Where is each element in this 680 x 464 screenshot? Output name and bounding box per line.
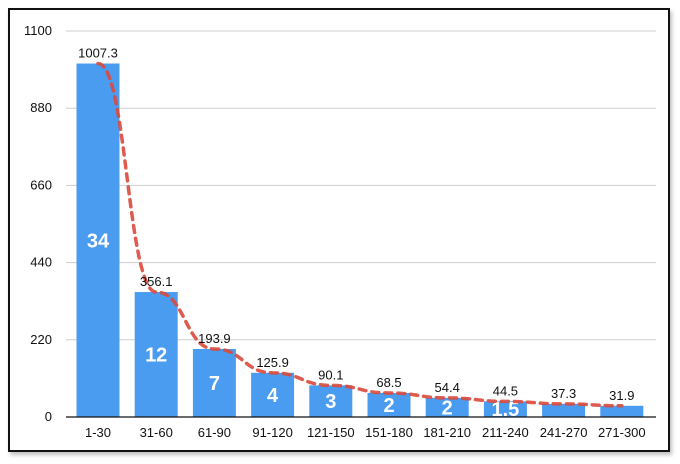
bar-count-label: 7 bbox=[209, 373, 220, 395]
x-tick-label: 91-120 bbox=[252, 425, 292, 440]
bar-value-label: 90.1 bbox=[318, 367, 343, 382]
bar bbox=[542, 403, 586, 417]
bar-count-label: 12 bbox=[145, 345, 167, 367]
x-tick-label: 61-90 bbox=[198, 425, 231, 440]
bar bbox=[76, 63, 120, 418]
bar bbox=[425, 397, 469, 417]
bar bbox=[251, 372, 295, 417]
bar-value-label: 44.5 bbox=[493, 383, 518, 398]
bar-count-label: 3 bbox=[325, 391, 336, 413]
bar bbox=[192, 348, 236, 417]
trend-line bbox=[96, 61, 624, 408]
bar-value-label: 54.4 bbox=[435, 380, 460, 395]
x-tick-label: 181-210 bbox=[423, 425, 471, 440]
bar bbox=[483, 401, 527, 417]
bar bbox=[600, 405, 644, 417]
x-tick-label: 271-300 bbox=[598, 425, 646, 440]
x-tick-label: 1-30 bbox=[85, 425, 111, 440]
bar bbox=[134, 292, 178, 417]
bar-value-label: 356.1 bbox=[140, 274, 173, 289]
x-tick-label: 241-270 bbox=[540, 425, 588, 440]
x-tick-label: 151-180 bbox=[365, 425, 413, 440]
y-tick-label: 0 bbox=[45, 409, 52, 424]
y-tick-label: 440 bbox=[30, 255, 52, 270]
x-tick-label: 121-150 bbox=[307, 425, 355, 440]
y-tick-label: 220 bbox=[30, 332, 52, 347]
bar-value-label: 1007.3 bbox=[78, 46, 118, 61]
x-tick-label: 211-240 bbox=[482, 425, 529, 440]
bar-value-label: 68.5 bbox=[376, 375, 401, 390]
bar-value-label: 31.9 bbox=[609, 388, 634, 403]
y-tick-label: 880 bbox=[30, 100, 52, 115]
bar-count-label: 1.5 bbox=[491, 399, 519, 421]
y-tick-label: 1100 bbox=[24, 23, 52, 38]
bar-count-label: 34 bbox=[87, 230, 110, 252]
bar bbox=[309, 385, 353, 417]
bar-value-label: 193.9 bbox=[198, 331, 231, 346]
bar-count-label: 2 bbox=[442, 397, 453, 419]
y-tick-label: 660 bbox=[30, 177, 52, 192]
bar-count-label: 2 bbox=[383, 395, 394, 417]
bar-value-label: 125.9 bbox=[256, 355, 289, 370]
bar bbox=[367, 392, 411, 417]
bar-value-label: 37.3 bbox=[551, 386, 576, 401]
x-tick-label: 31-60 bbox=[140, 425, 173, 440]
bar-count-label: 4 bbox=[267, 385, 279, 407]
